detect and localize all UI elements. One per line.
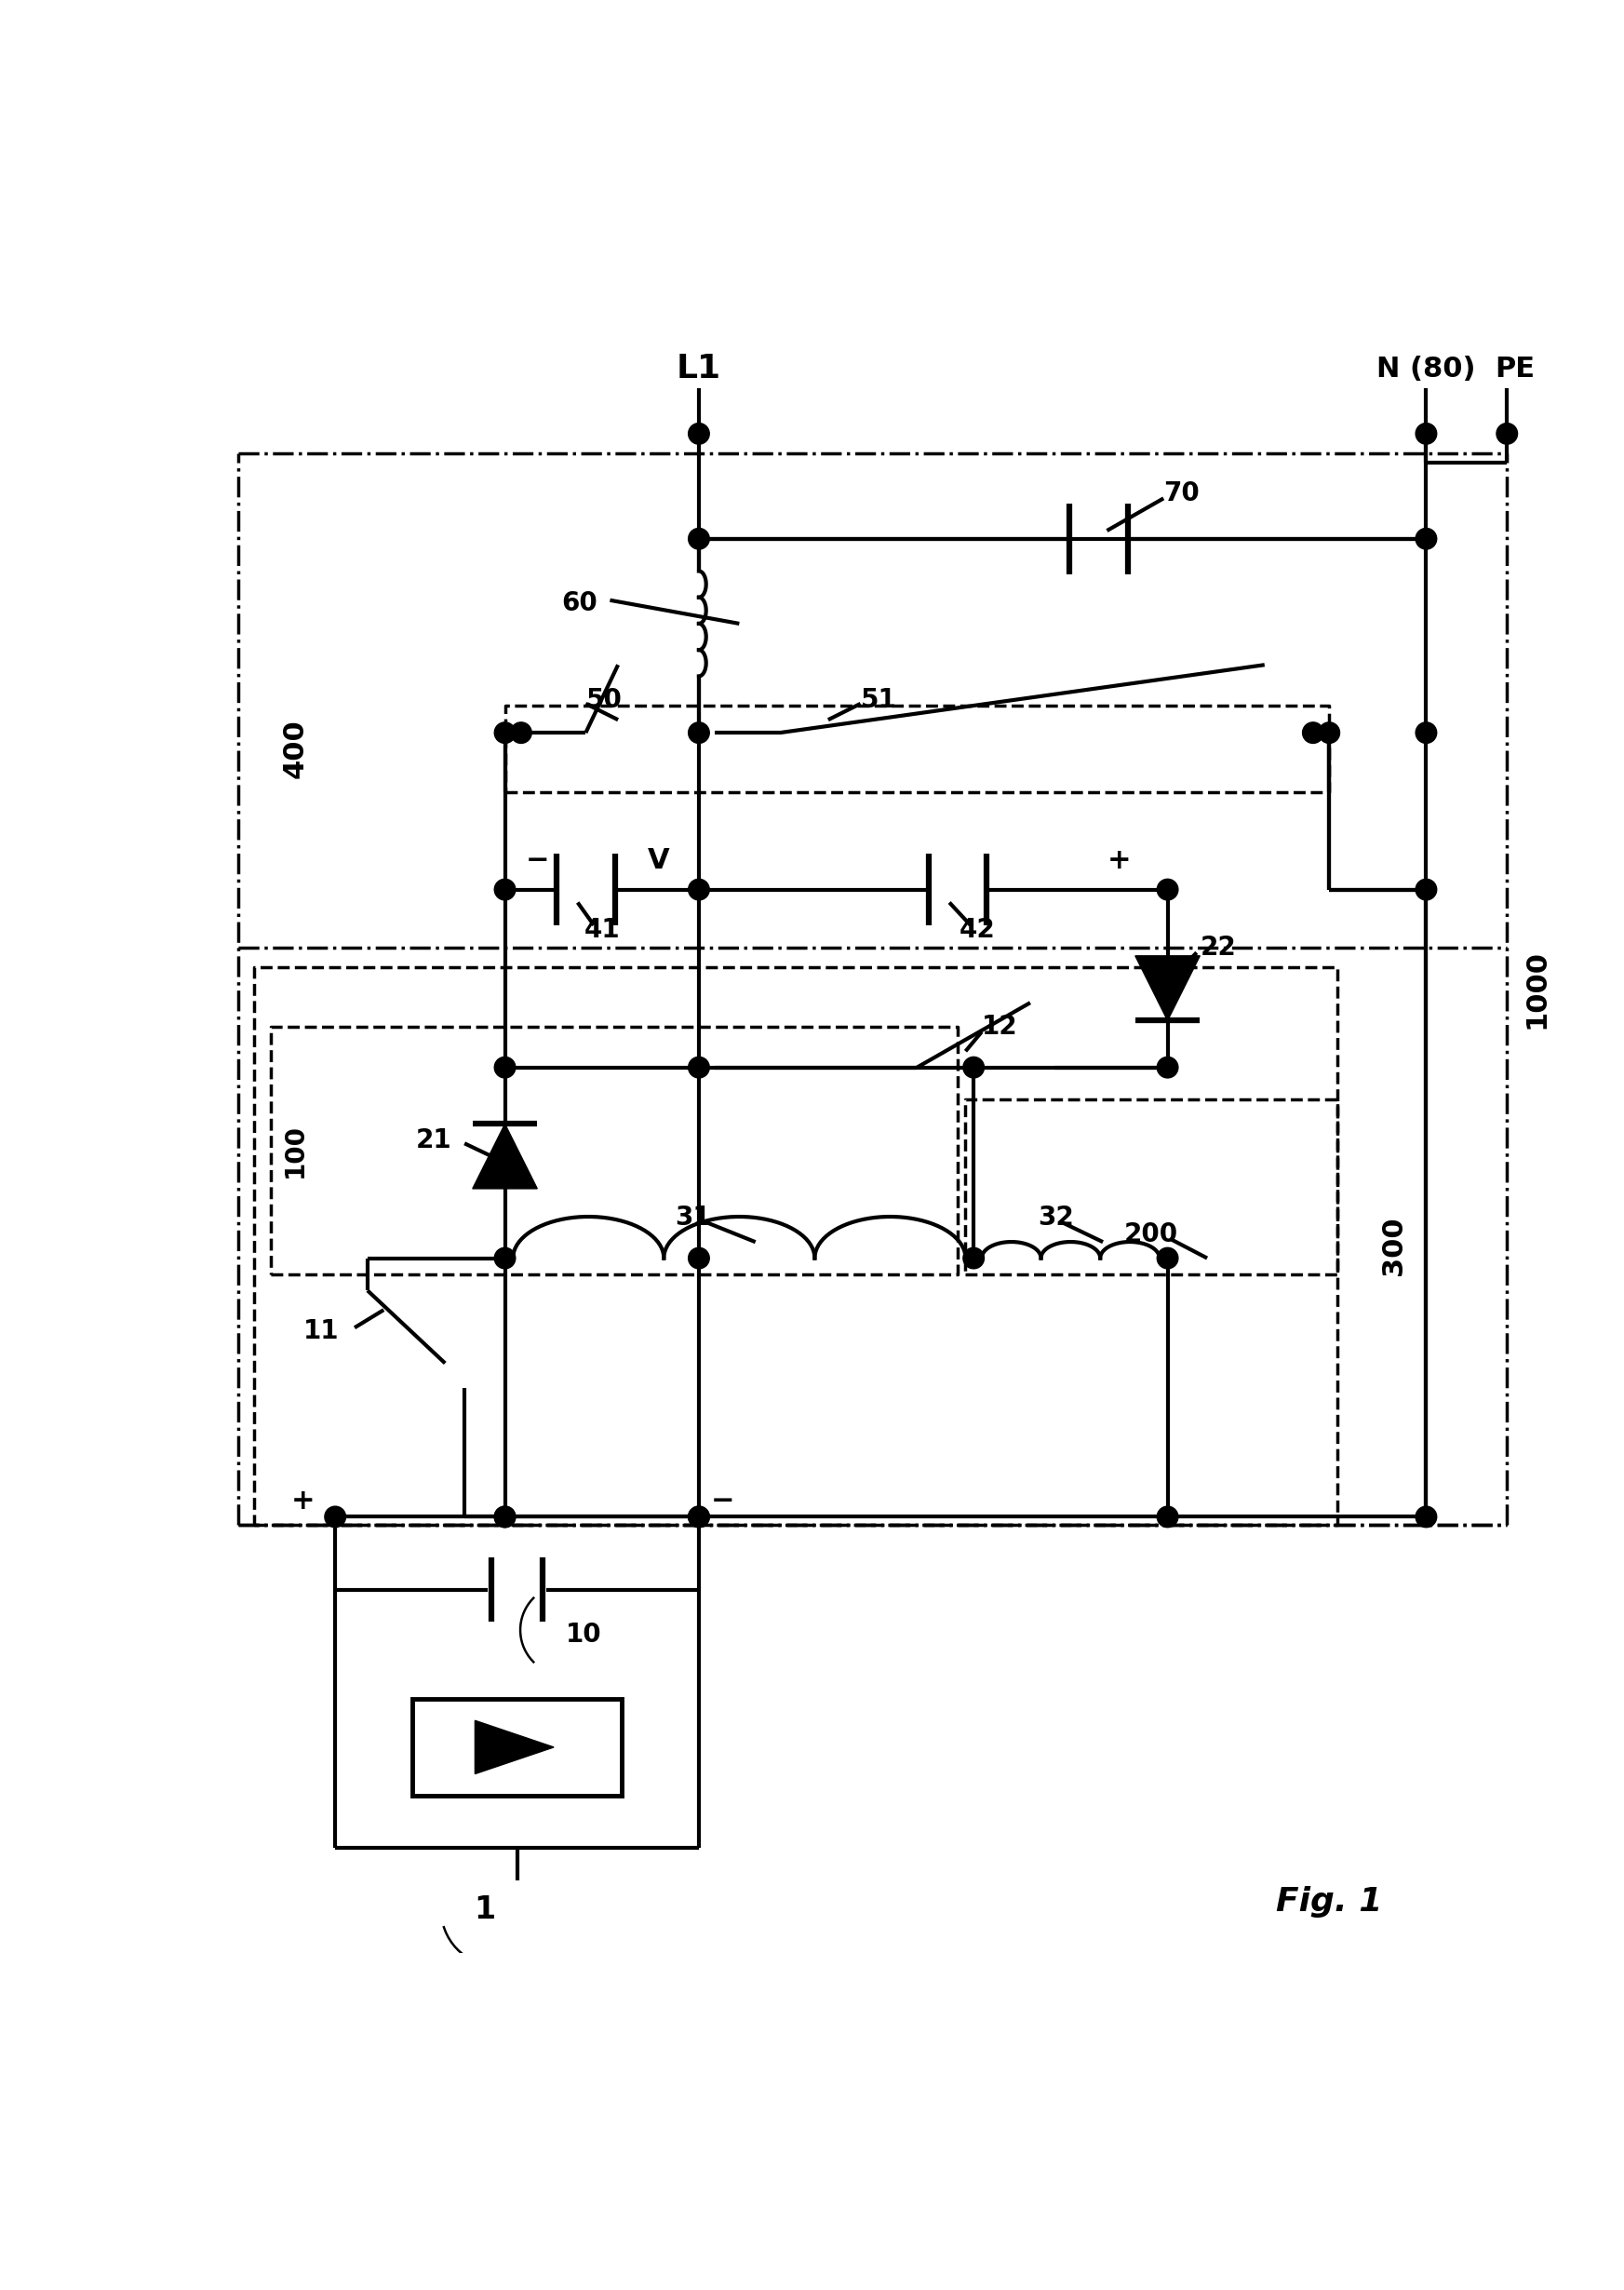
Text: 50: 50 xyxy=(586,687,622,714)
Text: 70: 70 xyxy=(1163,481,1200,506)
Text: 300: 300 xyxy=(1380,1216,1408,1276)
Text: +: + xyxy=(291,1486,315,1514)
Circle shape xyxy=(510,721,531,744)
Circle shape xyxy=(1319,721,1340,744)
Text: 10: 10 xyxy=(565,1621,601,1649)
Text: 32: 32 xyxy=(1038,1205,1075,1230)
Polygon shape xyxy=(474,1720,554,1775)
Text: 200: 200 xyxy=(1124,1221,1179,1248)
Circle shape xyxy=(963,1058,984,1079)
Text: L1: L1 xyxy=(677,353,721,385)
Circle shape xyxy=(689,1248,710,1269)
Circle shape xyxy=(494,879,515,900)
Text: 42: 42 xyxy=(958,916,996,943)
Text: N (80): N (80) xyxy=(1377,355,1476,382)
Text: 31: 31 xyxy=(674,1205,711,1230)
Circle shape xyxy=(494,1507,515,1527)
Text: 51: 51 xyxy=(861,687,896,714)
Text: +: + xyxy=(1108,847,1130,875)
Circle shape xyxy=(494,1058,515,1079)
Circle shape xyxy=(1416,424,1437,444)
Text: 21: 21 xyxy=(416,1127,451,1154)
Circle shape xyxy=(1156,879,1177,900)
Circle shape xyxy=(963,1248,984,1269)
Text: 60: 60 xyxy=(562,591,598,616)
Circle shape xyxy=(1156,1058,1177,1079)
Text: 22: 22 xyxy=(1200,934,1236,962)
Text: 41: 41 xyxy=(585,916,620,943)
Text: −: − xyxy=(711,1486,736,1514)
Circle shape xyxy=(689,424,710,444)
Text: V: V xyxy=(648,847,669,875)
Polygon shape xyxy=(1135,955,1200,1021)
Circle shape xyxy=(689,721,710,744)
Text: PE: PE xyxy=(1496,355,1535,382)
Circle shape xyxy=(1156,1507,1177,1527)
Text: 12: 12 xyxy=(981,1014,1018,1040)
Text: 1: 1 xyxy=(474,1894,495,1926)
Circle shape xyxy=(689,1507,710,1527)
Circle shape xyxy=(1416,879,1437,900)
Circle shape xyxy=(689,1058,710,1079)
Circle shape xyxy=(494,1248,515,1269)
Circle shape xyxy=(689,529,710,550)
Circle shape xyxy=(689,1507,710,1527)
Circle shape xyxy=(689,879,710,900)
Circle shape xyxy=(1496,424,1517,444)
Circle shape xyxy=(1416,1507,1437,1527)
Circle shape xyxy=(325,1507,346,1527)
Text: Fig. 1: Fig. 1 xyxy=(1276,1885,1382,1917)
Circle shape xyxy=(1302,721,1324,744)
Circle shape xyxy=(1156,1248,1177,1269)
Text: −: − xyxy=(526,847,549,875)
Circle shape xyxy=(494,721,515,744)
Text: 11: 11 xyxy=(304,1317,339,1344)
Text: 1000: 1000 xyxy=(1523,950,1549,1028)
Polygon shape xyxy=(473,1124,538,1189)
FancyBboxPatch shape xyxy=(412,1699,622,1795)
Circle shape xyxy=(494,1507,515,1527)
Text: 100: 100 xyxy=(283,1124,309,1177)
Circle shape xyxy=(1416,721,1437,744)
Text: 400: 400 xyxy=(281,719,309,779)
Circle shape xyxy=(1416,529,1437,550)
